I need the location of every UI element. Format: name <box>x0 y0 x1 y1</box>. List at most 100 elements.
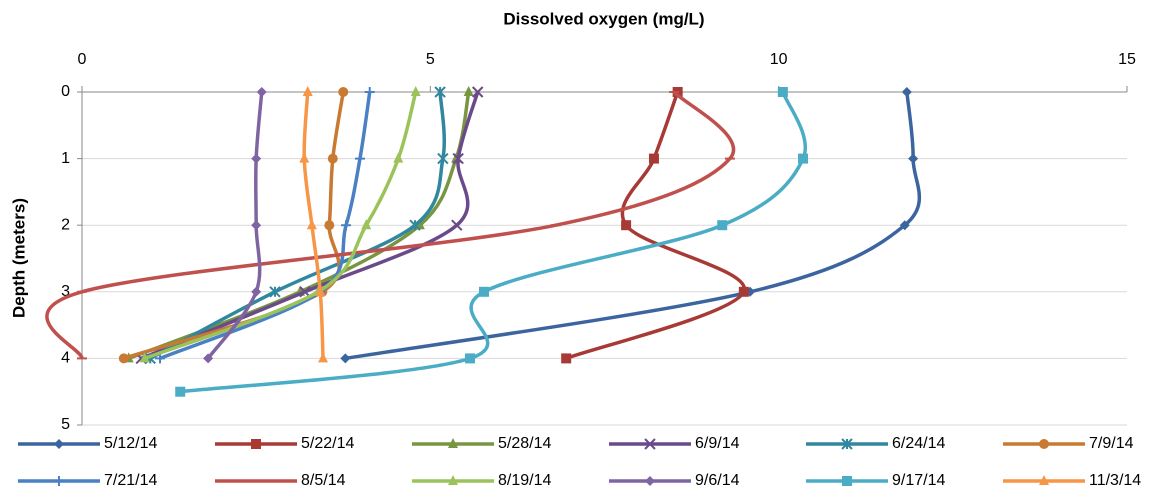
marker <box>899 220 910 231</box>
legend-entry: 9/17/14 <box>806 472 945 489</box>
series-line <box>140 91 480 361</box>
marker <box>645 476 655 486</box>
marker <box>299 152 310 163</box>
marker <box>139 352 150 363</box>
legend-label: 6/24/14 <box>892 435 945 452</box>
marker <box>341 220 352 231</box>
series-line <box>45 90 736 360</box>
y-tick-label: 1 <box>61 150 70 167</box>
marker <box>648 153 659 164</box>
marker <box>777 87 788 97</box>
x-tick-label: 15 <box>1118 51 1136 68</box>
marker <box>437 152 449 165</box>
marker <box>471 86 484 98</box>
marker <box>251 286 262 297</box>
y-axis-title: Depth (meters) <box>9 198 28 318</box>
legend-label: 7/9/14 <box>1089 435 1134 452</box>
marker <box>203 353 214 364</box>
x-tick-label: 0 <box>78 51 87 68</box>
marker <box>269 286 281 298</box>
legend-entry: 5/12/14 <box>18 435 157 452</box>
marker <box>364 87 375 97</box>
marker <box>621 220 632 231</box>
legend-entry: 6/9/14 <box>609 435 740 452</box>
marker <box>299 286 311 298</box>
marker <box>256 87 267 97</box>
legend-entry: 5/22/14 <box>215 435 354 452</box>
marker <box>1039 439 1049 449</box>
y-tick-label: 2 <box>61 216 70 233</box>
marker <box>410 86 421 96</box>
legend-label: 5/28/14 <box>498 435 551 452</box>
marker <box>841 438 853 450</box>
legend-label: 5/22/14 <box>301 435 354 452</box>
marker <box>478 286 489 297</box>
legend-entry: 11/3/14 <box>1003 472 1141 489</box>
marker <box>393 152 404 163</box>
marker <box>1039 475 1049 485</box>
legend-label: 9/6/14 <box>695 472 740 489</box>
legend-label: 5/12/14 <box>104 435 157 452</box>
legend-label: 9/17/14 <box>892 472 945 489</box>
y-tick-label: 3 <box>61 283 70 300</box>
x-axis-title: Dissolved oxygen (mg/L) <box>503 9 704 28</box>
marker <box>842 476 852 486</box>
series-line <box>180 91 807 394</box>
marker <box>452 152 464 165</box>
x-tick-label: 10 <box>770 51 788 68</box>
legend-label: 7/21/14 <box>104 472 157 489</box>
legend-entry: 9/6/14 <box>609 472 740 489</box>
marker <box>340 353 351 364</box>
marker <box>561 353 572 364</box>
legend-label: 6/9/14 <box>695 435 740 452</box>
marker <box>315 285 326 296</box>
marker <box>338 87 349 97</box>
legend-label: 11/3/14 <box>1089 472 1141 489</box>
marker <box>354 153 365 164</box>
legend-label: 8/5/14 <box>301 472 346 489</box>
marker <box>463 86 474 96</box>
marker <box>302 86 313 96</box>
legend-entry: 6/24/14 <box>806 435 945 452</box>
marker <box>798 153 809 164</box>
marker <box>251 153 262 164</box>
legend-entry: 8/19/14 <box>412 472 551 489</box>
marker <box>448 475 458 485</box>
marker <box>118 353 129 364</box>
marker <box>54 439 64 449</box>
marker <box>644 438 656 450</box>
marker <box>324 220 335 231</box>
marker <box>738 286 749 297</box>
marker <box>901 87 912 97</box>
marker <box>306 219 317 230</box>
legend-entry: 7/9/14 <box>1003 435 1134 452</box>
marker <box>327 153 338 164</box>
x-tick-label: 5 <box>426 51 435 68</box>
marker <box>717 220 728 231</box>
marker <box>448 438 458 448</box>
marker <box>465 353 476 364</box>
marker <box>451 219 463 231</box>
marker <box>409 219 421 231</box>
marker <box>175 386 186 397</box>
y-tick-label: 5 <box>61 416 70 433</box>
legend-entry: 5/28/14 <box>412 435 551 452</box>
marker <box>318 352 329 363</box>
legend-entry: 7/21/14 <box>18 472 157 489</box>
marker <box>251 439 261 449</box>
y-tick-label: 0 <box>61 83 70 100</box>
marker <box>434 86 446 98</box>
marker <box>361 219 372 230</box>
y-tick-label: 4 <box>61 350 70 367</box>
marker <box>54 476 64 486</box>
marker <box>908 153 919 164</box>
legend-label: 8/19/14 <box>498 472 551 489</box>
series-line <box>159 91 372 361</box>
marker <box>251 220 262 231</box>
series-line <box>149 91 447 360</box>
series-line <box>123 91 345 361</box>
legend-entry: 8/5/14 <box>215 472 346 489</box>
marker <box>155 353 166 364</box>
series-line <box>565 91 746 361</box>
